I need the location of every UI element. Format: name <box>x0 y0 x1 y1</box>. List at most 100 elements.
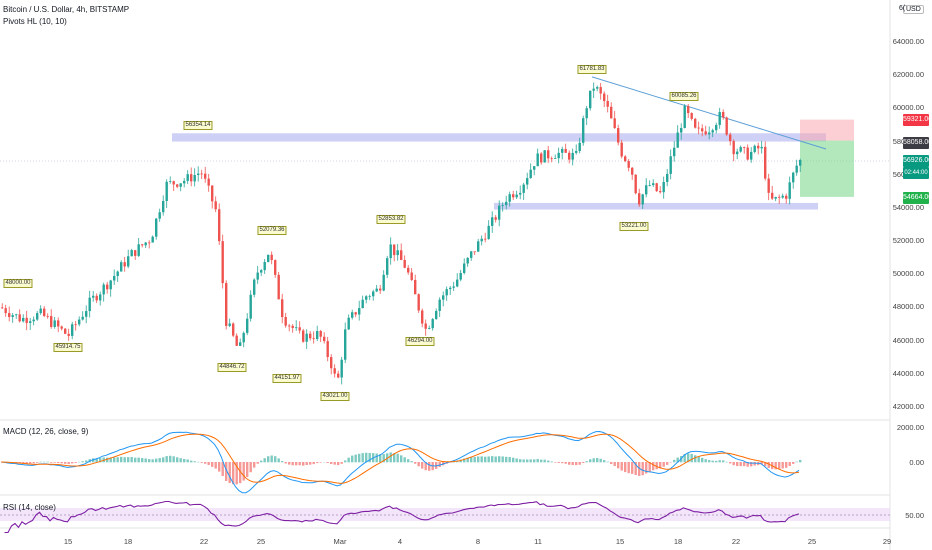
currency-selector[interactable]: USD <box>903 5 924 14</box>
macd-histogram-bar <box>561 462 564 464</box>
candle-body <box>267 254 270 262</box>
macd-histogram-bar <box>764 462 767 467</box>
macd-histogram-bar <box>141 458 144 463</box>
price-tick: 50000.00 <box>892 269 924 279</box>
pivot-label: 56354.14 <box>183 121 213 130</box>
candle-body <box>722 111 725 118</box>
macd-histogram-bar <box>438 462 441 468</box>
candle-body <box>274 260 277 275</box>
macd-histogram-bar <box>263 458 266 463</box>
candle-body <box>484 238 487 240</box>
macd-histogram-bar <box>603 460 606 463</box>
macd-histogram-bar <box>729 462 732 464</box>
time-tick: Mar <box>333 537 347 546</box>
macd-histogram-bar <box>225 462 228 481</box>
macd-histogram-bar <box>53 462 56 463</box>
candle-body <box>571 152 574 160</box>
macd-histogram-bar <box>144 458 147 463</box>
macd-histogram-bar <box>690 453 693 463</box>
macd-histogram-bar <box>204 462 207 464</box>
candle-body <box>361 299 364 309</box>
macd-histogram-bar <box>214 462 217 469</box>
candle-body <box>725 117 728 135</box>
candle-body <box>638 193 641 205</box>
candle-body <box>575 151 578 153</box>
candle-body <box>683 106 686 128</box>
candle-body <box>106 284 109 290</box>
macd-histogram-bar <box>641 462 644 476</box>
macd-histogram-bar <box>750 462 753 467</box>
candle-body <box>18 314 21 322</box>
candle-body <box>29 321 32 323</box>
pivot-label: 52079.36 <box>257 226 287 235</box>
candle-body <box>50 316 53 327</box>
macd-histogram-bar <box>739 462 742 467</box>
candle-body <box>284 316 287 326</box>
macd-histogram-bar <box>403 457 406 463</box>
macd-histogram-bar <box>393 453 396 463</box>
macd-histogram-bar <box>176 457 179 463</box>
candle-body <box>309 333 312 339</box>
candle-body <box>281 299 284 317</box>
macd-histogram-bar <box>550 461 553 463</box>
candle-body <box>344 329 347 360</box>
macd-histogram-bar <box>316 462 319 464</box>
candle-body <box>99 294 102 301</box>
macd-histogram-bar <box>638 462 641 476</box>
macd-histogram-bar <box>589 459 592 463</box>
macd-histogram-bar <box>480 456 483 463</box>
macd-histogram-bar <box>57 462 60 464</box>
macd-histogram-bar <box>536 458 539 463</box>
macd-histogram-bar <box>753 462 756 466</box>
candle-body <box>211 185 214 202</box>
candle-body <box>701 128 704 132</box>
rsi-legend[interactable]: RSI (14, close) <box>3 503 56 512</box>
candle-body <box>424 323 427 329</box>
candle-body <box>708 132 711 135</box>
macd-histogram-bar <box>50 462 53 463</box>
macd-histogram-bar <box>221 462 224 476</box>
candle-body <box>67 333 70 336</box>
candle-body <box>561 148 564 153</box>
candle-body <box>533 166 536 170</box>
candle-body <box>158 212 161 219</box>
macd-histogram-bar <box>410 461 413 463</box>
macd-histogram-bar <box>95 458 98 463</box>
candle-body <box>253 279 256 295</box>
macd-histogram-bar <box>74 462 77 463</box>
candle-body <box>176 184 179 187</box>
candle-body <box>172 181 175 185</box>
candle-body <box>141 244 144 246</box>
candle-body <box>757 145 760 149</box>
candle-body <box>225 283 228 326</box>
pivot-label: 45914.75 <box>53 343 83 352</box>
indicator-legend[interactable]: Pivots HL (10, 10) <box>3 17 67 26</box>
candle-body <box>36 313 39 320</box>
candle-body <box>340 359 343 378</box>
time-tick: 4 <box>397 537 403 546</box>
candle-body <box>256 272 259 280</box>
macd-histogram-bar <box>505 456 508 463</box>
candle-body <box>634 174 637 194</box>
macd-histogram-bar <box>725 461 728 463</box>
macd-histogram-bar <box>645 462 648 474</box>
candle-body <box>578 142 581 152</box>
candle-body <box>386 258 389 275</box>
macd-histogram-bar <box>673 459 676 463</box>
pivot-label: 43021.00 <box>320 392 350 401</box>
candle-body <box>81 316 84 320</box>
candle-body <box>288 325 291 327</box>
candle-body <box>617 128 620 143</box>
candle-body <box>57 320 60 327</box>
macd-legend[interactable]: MACD (12, 26, close, 9) <box>3 427 89 436</box>
candle-body <box>568 152 571 160</box>
candle-body <box>316 330 319 339</box>
price-tick: 64000.00 <box>892 37 924 46</box>
price-tick: 54000.00 <box>892 202 924 212</box>
candle-body <box>8 313 11 317</box>
candle-body <box>785 195 788 199</box>
macd-histogram-bar <box>295 462 298 466</box>
candle-body <box>414 279 417 295</box>
candle-body <box>92 295 95 298</box>
